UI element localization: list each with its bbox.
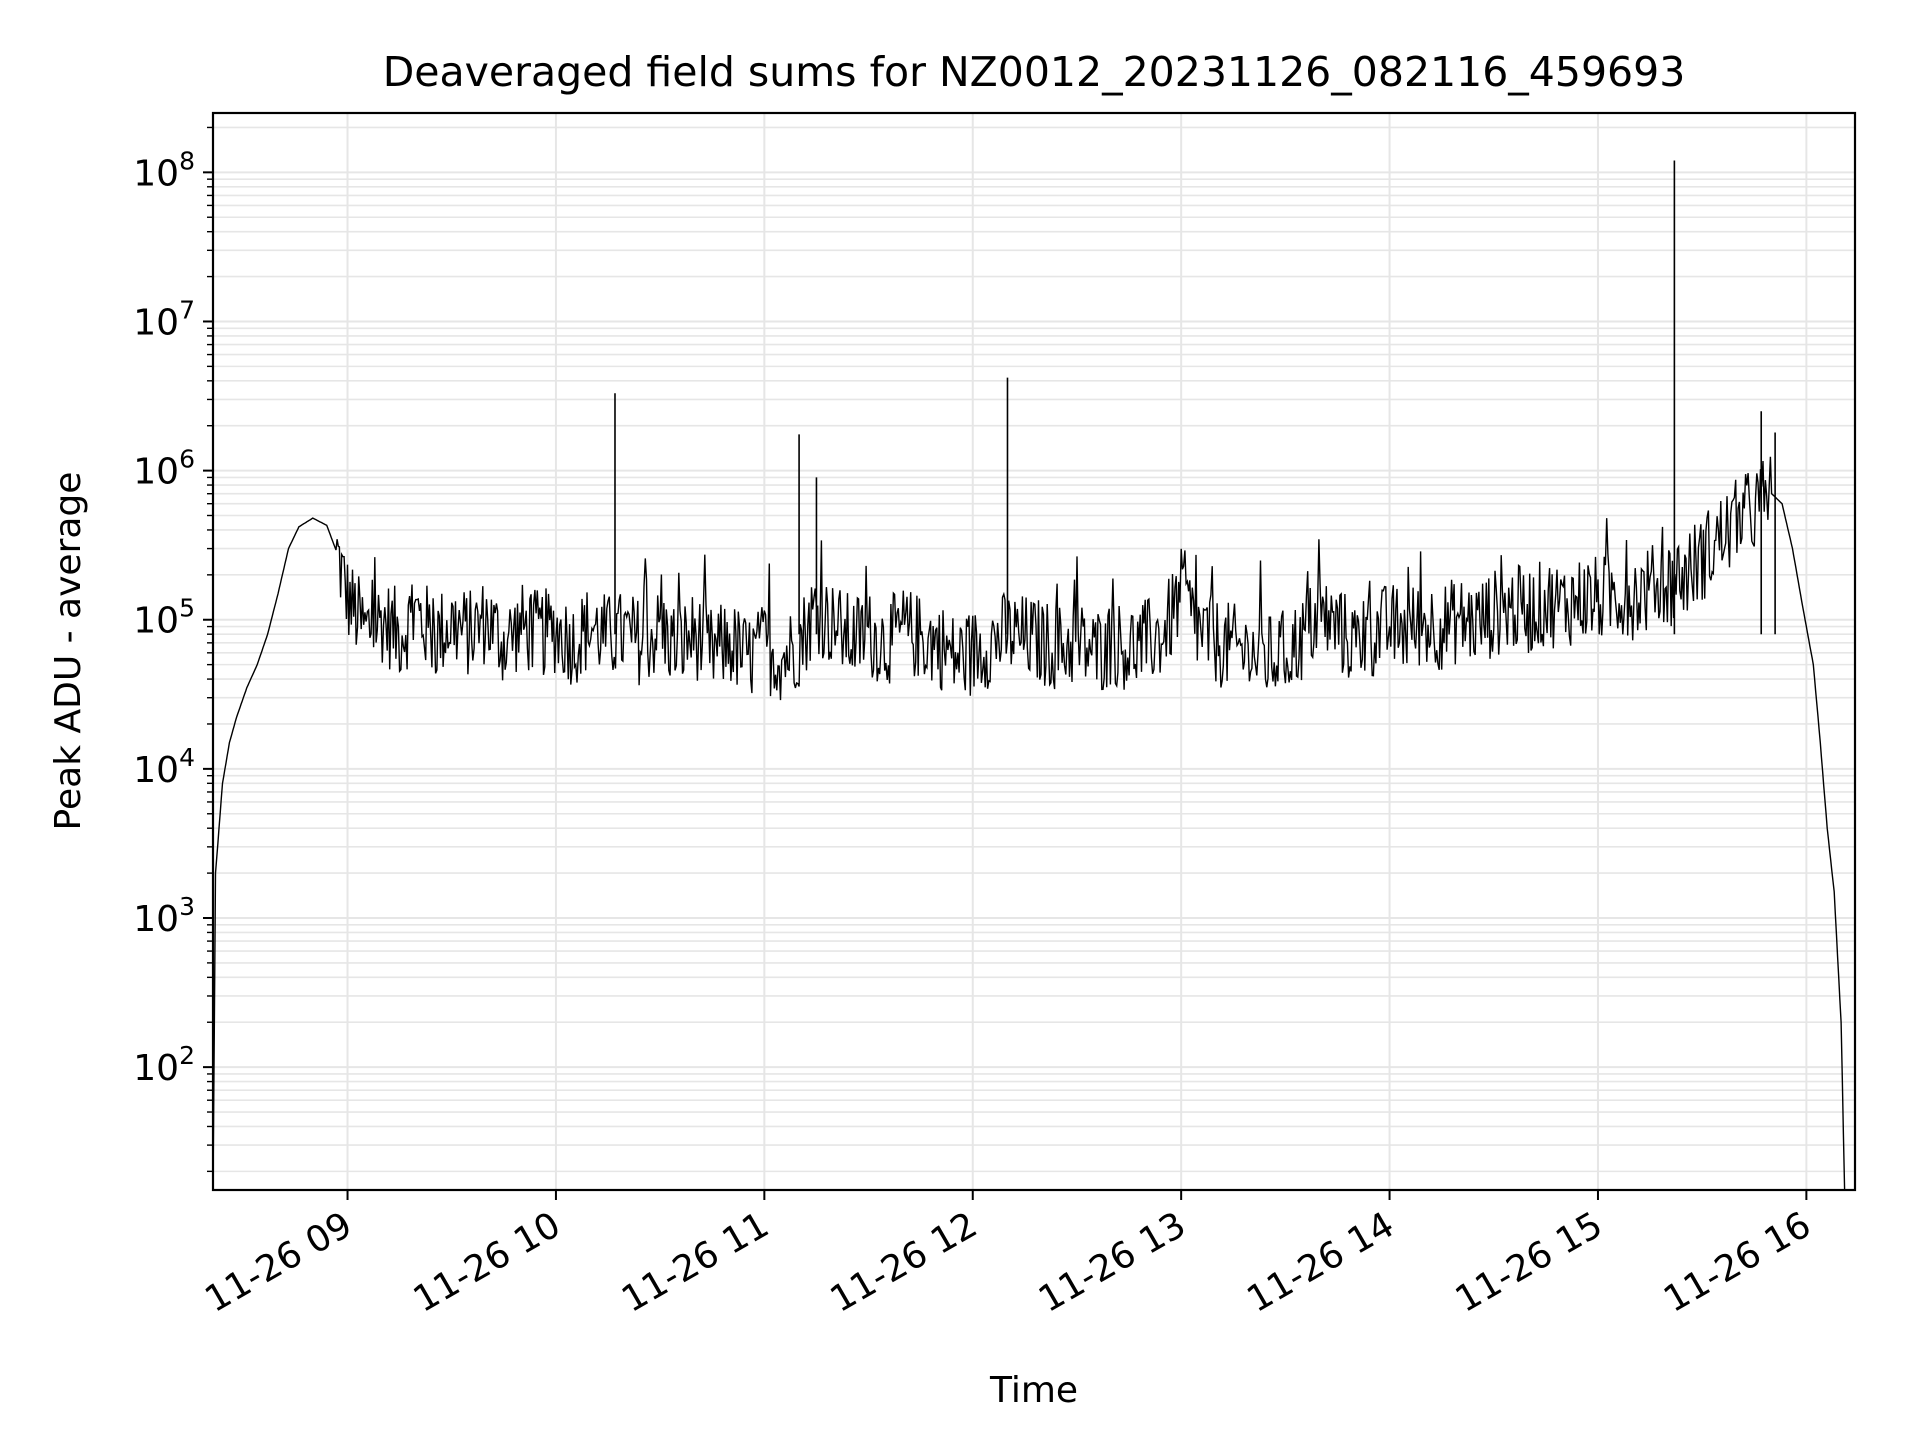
plot-frame [211,111,1857,1192]
x-axis-label: Time [989,1370,1078,1411]
y-tick-label: 108 [133,146,195,194]
y-axis: 102 103 104 105 106 107 108 [133,126,213,1173]
y-tick-label: 107 [133,295,195,343]
plot-area [212,160,1846,1191]
y-tick-label: 102 [133,1041,195,1089]
chart-title: Deaveraged field sums for NZ0012_2023112… [383,48,1686,96]
series-line [212,456,1846,1191]
y-tick-label: 105 [133,594,195,642]
y-tick-label: 103 [133,892,195,940]
y-axis-label: Peak ADU - average [48,472,89,831]
y-tick-label: 106 [133,445,195,493]
grid [213,113,1855,1190]
y-tick-label: 104 [133,743,195,791]
